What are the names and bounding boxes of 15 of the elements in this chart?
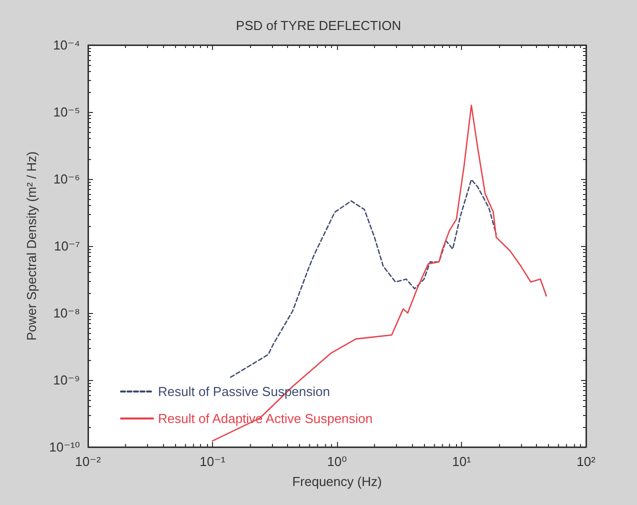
x-tick-label: 10⁻¹ bbox=[200, 454, 226, 469]
x-tick-label: 10¹ bbox=[452, 454, 472, 469]
y-tick-label: 10⁻⁴ bbox=[53, 38, 80, 52]
y-tick-label: 10⁻¹⁰ bbox=[49, 440, 80, 454]
x-tick-label: 10² bbox=[576, 454, 596, 469]
x-axis-title: Frequency (Hz) bbox=[292, 474, 382, 489]
x-tick-label: 10⁰ bbox=[327, 454, 347, 469]
y-axis-title: Power Spectral Density (m² / Hz) bbox=[24, 151, 39, 341]
y-tick-label: 10⁻⁸ bbox=[53, 306, 80, 320]
y-tick-label: 10⁻⁹ bbox=[53, 372, 80, 388]
y-tick-label: 10⁻⁶ bbox=[53, 172, 80, 186]
x-tick-label: 10⁻² bbox=[75, 454, 102, 469]
chart-title: PSD of TYRE DEFLECTION bbox=[236, 18, 402, 33]
y-tick-label: 10⁻⁵ bbox=[53, 104, 80, 120]
y-tick-label: 10⁻⁷ bbox=[54, 238, 80, 254]
